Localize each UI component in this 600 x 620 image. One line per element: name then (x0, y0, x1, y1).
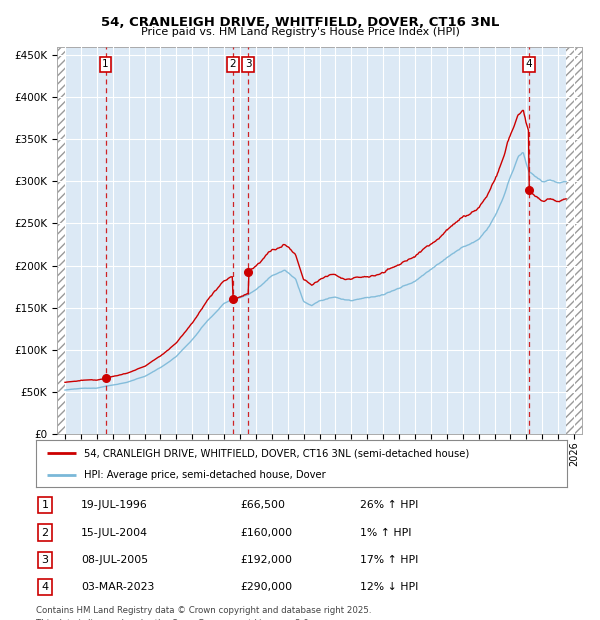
Text: 4: 4 (41, 582, 49, 592)
Text: 1: 1 (41, 500, 49, 510)
Text: This data is licensed under the Open Government Licence v3.0.: This data is licensed under the Open Gov… (36, 619, 311, 620)
Text: 26% ↑ HPI: 26% ↑ HPI (360, 500, 418, 510)
Text: 17% ↑ HPI: 17% ↑ HPI (360, 555, 418, 565)
Text: £160,000: £160,000 (240, 528, 292, 538)
Text: £192,000: £192,000 (240, 555, 292, 565)
Text: 1: 1 (102, 59, 109, 69)
Text: 19-JUL-1996: 19-JUL-1996 (81, 500, 148, 510)
Text: 3: 3 (41, 555, 49, 565)
Text: Price paid vs. HM Land Registry's House Price Index (HPI): Price paid vs. HM Land Registry's House … (140, 27, 460, 37)
Text: 4: 4 (526, 59, 532, 69)
Text: 15-JUL-2004: 15-JUL-2004 (81, 528, 148, 538)
Text: 3: 3 (245, 59, 251, 69)
Text: 12% ↓ HPI: 12% ↓ HPI (360, 582, 418, 592)
Text: 08-JUL-2005: 08-JUL-2005 (81, 555, 148, 565)
Bar (57, 46, 65, 434)
Text: Contains HM Land Registry data © Crown copyright and database right 2025.: Contains HM Land Registry data © Crown c… (36, 606, 371, 615)
Text: 03-MAR-2023: 03-MAR-2023 (81, 582, 154, 592)
Text: £290,000: £290,000 (240, 582, 292, 592)
Text: HPI: Average price, semi-detached house, Dover: HPI: Average price, semi-detached house,… (84, 469, 326, 480)
Bar (566, 46, 582, 434)
Text: 2: 2 (229, 59, 236, 69)
Text: £66,500: £66,500 (240, 500, 285, 510)
Text: 1% ↑ HPI: 1% ↑ HPI (360, 528, 412, 538)
Text: 54, CRANLEIGH DRIVE, WHITFIELD, DOVER, CT16 3NL: 54, CRANLEIGH DRIVE, WHITFIELD, DOVER, C… (101, 16, 499, 29)
Text: 2: 2 (41, 528, 49, 538)
Text: 54, CRANLEIGH DRIVE, WHITFIELD, DOVER, CT16 3NL (semi-detached house): 54, CRANLEIGH DRIVE, WHITFIELD, DOVER, C… (84, 448, 469, 458)
